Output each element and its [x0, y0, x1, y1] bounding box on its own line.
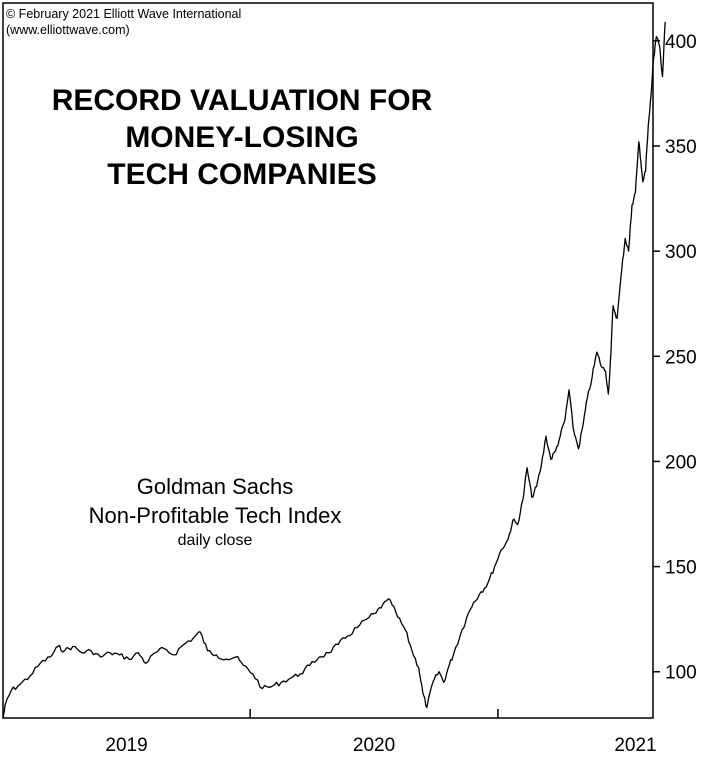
axes: 100 150 200 250 300 350 400 2019 2020 2021: [2, 2, 697, 756]
copyright-line: © February 2021 Elliott Wave Internation…: [6, 7, 242, 21]
x-tick-label: 2019: [105, 735, 147, 756]
x-tick-label: 2020: [353, 735, 395, 756]
website-line: (www.elliottwave.com): [6, 23, 130, 37]
y-tick-label: 300: [665, 242, 697, 263]
chart-title: RECORD VALUATION FOR MONEY-LOSING TECH C…: [8, 82, 476, 193]
series-label-line: Non-Profitable Tech Index: [88, 503, 342, 528]
y-tick-label: 200: [665, 452, 697, 473]
y-tick-label: 350: [665, 137, 697, 158]
copyright-notice: © February 2021 Elliott Wave Internation…: [6, 6, 241, 38]
series-label: Goldman Sachs Non-Profitable Tech Index …: [0, 472, 430, 552]
chart-title-line: RECORD VALUATION FOR: [51, 84, 433, 117]
plot-frame: [2, 2, 654, 719]
y-tick-label: 250: [665, 347, 697, 368]
y-tick-label: 150: [665, 558, 697, 579]
y-tick-label: 400: [665, 32, 697, 53]
plot-area: [2, 21, 666, 719]
series-label-line: Goldman Sachs: [136, 474, 294, 499]
series-line: [2, 21, 666, 719]
chart-title-line: MONEY-LOSING: [125, 121, 359, 154]
y-tick-label: 100: [665, 663, 697, 684]
series-note: daily close: [177, 532, 253, 549]
x-tick-label: 2021: [614, 735, 656, 756]
chart-title-line: TECH COMPANIES: [107, 158, 377, 191]
